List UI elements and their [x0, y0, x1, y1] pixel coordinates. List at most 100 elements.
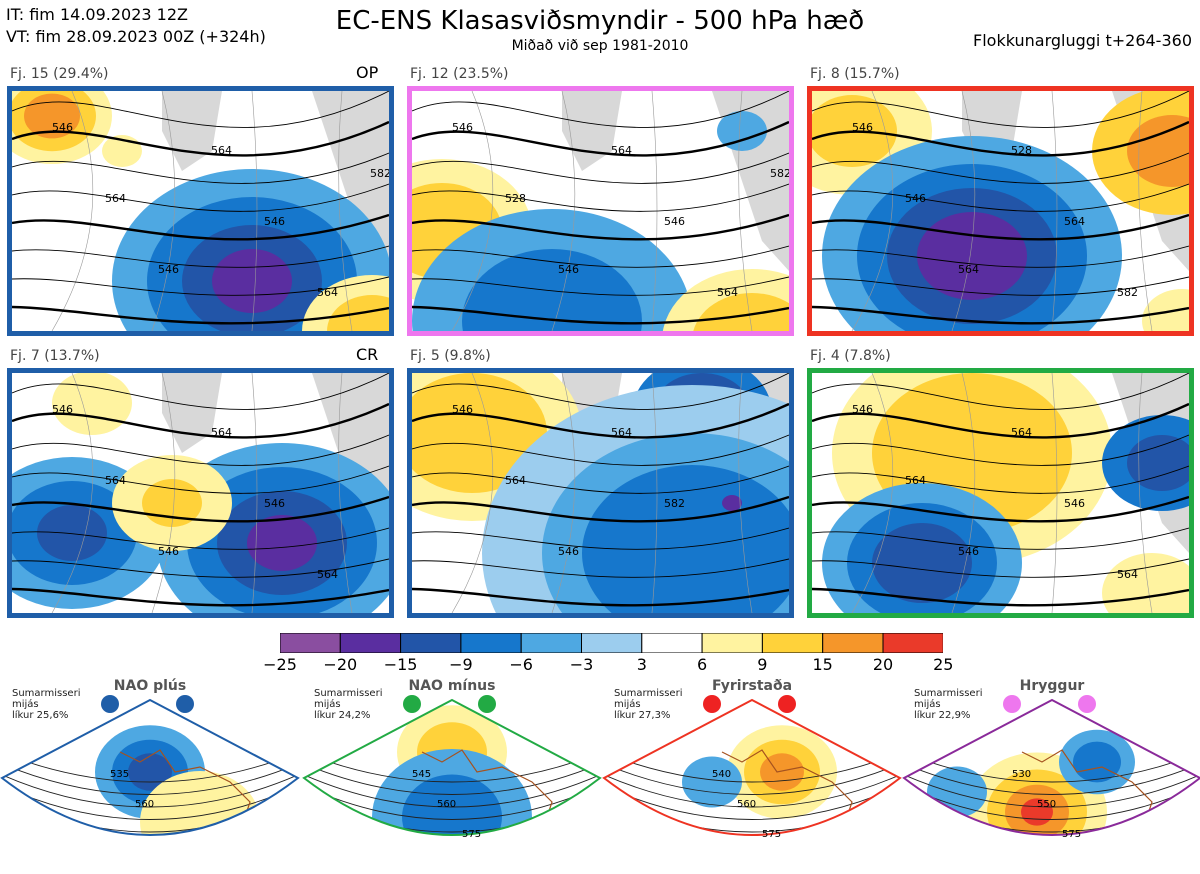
- height-contour: [12, 120, 389, 157]
- height-contour: [812, 495, 1189, 523]
- colorbar-swatch: [581, 632, 643, 654]
- contour-label: 564: [211, 426, 232, 439]
- regime-marker-dot: [176, 695, 194, 713]
- regime-anomaly: [402, 774, 502, 835]
- regime-anomaly: [128, 753, 172, 791]
- height-contour: [412, 91, 789, 128]
- regime-contour-label: 575: [462, 829, 481, 840]
- page-title: EC-ENS Klasasviðsmyndir - 500 hPa hæð: [335, 6, 865, 36]
- graticule-line: [551, 373, 576, 613]
- height-contour: [12, 152, 389, 184]
- graticule-line: [151, 373, 176, 613]
- anomaly-shading: [717, 111, 767, 151]
- graticule-line: [51, 91, 94, 331]
- graticule-line: [738, 373, 753, 613]
- height-contour: [12, 434, 389, 466]
- regime-outline: [0, 698, 300, 836]
- regime-marker-dot: [478, 695, 496, 713]
- regime-contour: [604, 773, 900, 808]
- anomaly-shading: [1127, 435, 1189, 491]
- height-contour: [12, 91, 389, 128]
- contour-label: 546: [452, 403, 473, 416]
- height-contour: [412, 152, 789, 184]
- height-contour: [12, 465, 389, 494]
- colorbar-tick-label: 15: [812, 655, 833, 674]
- colorbar-swatch: [641, 632, 703, 654]
- height-contour: [812, 558, 1189, 578]
- regime-contour: [302, 840, 602, 870]
- regime-note-line: Sumarmisseri: [914, 688, 983, 699]
- cluster-label: Fj. 12 (23.5%): [410, 66, 509, 82]
- contour-label: 528: [1011, 144, 1032, 157]
- regime-note: Sumarmisseri mijás líkur 22,9%: [914, 688, 982, 721]
- land-shading: [162, 91, 389, 271]
- regime-anomaly: [927, 766, 987, 818]
- regime-contour-label: 560: [135, 799, 154, 810]
- contour-label: 546: [664, 215, 685, 228]
- regime-contour: [904, 762, 1200, 795]
- regime-contour-label: 545: [412, 769, 431, 780]
- colorbar-tick-label: −15: [383, 655, 418, 674]
- cluster-map-svg: 546 564 546 564 546 564 582: [12, 91, 389, 331]
- contour-label: 564: [905, 474, 926, 487]
- colorbar-swatch: [520, 632, 582, 654]
- colorbar-tick-label: −6: [509, 655, 533, 674]
- regime-note-line: líkur 27,3%: [614, 710, 671, 721]
- colorbar-swatch: [279, 632, 341, 654]
- regime-contour-label: 575: [762, 829, 781, 840]
- contour-label: 546: [905, 192, 926, 205]
- cluster-map-1: 546 564 546 564 546 564 582: [7, 86, 394, 336]
- regime-contour: [2, 773, 298, 808]
- anomaly-shading: [1102, 553, 1189, 613]
- regime-note: Sumarmisseri mijás líkur 24,2%: [314, 688, 382, 721]
- regime-1: 535 560 NAO plús Sumarmisseri mijás líkur 25,…: [0, 678, 300, 870]
- regime-contour: [2, 762, 298, 795]
- regime-contour-label: 550: [1037, 799, 1056, 810]
- colorbar-tick-label: 3: [636, 655, 647, 674]
- regime-note-line: Sumarmisseri: [12, 688, 81, 699]
- colorbar-tick-label: 6: [697, 655, 708, 674]
- cluster-map-svg: 546 546 564 528 564 582: [812, 91, 1189, 331]
- height-contour: [812, 527, 1189, 550]
- regime-note-line: líkur 24,2%: [314, 710, 371, 721]
- regime-marker-dot: [703, 695, 721, 713]
- colorbar-tick-label: 9: [757, 655, 768, 674]
- regime-contour: [304, 773, 600, 808]
- regime-contour: [904, 751, 1200, 783]
- contour-label: 564: [958, 263, 979, 276]
- valid-time: VT: fim 28.09.2023 00Z (+324h): [6, 27, 266, 46]
- anomaly-shading: [693, 293, 789, 331]
- regime-contour: [304, 762, 600, 795]
- graticule-line: [1138, 373, 1153, 613]
- colorbar-swatch: [460, 632, 522, 654]
- graticule-line: [451, 373, 494, 613]
- height-contour: [812, 120, 1189, 157]
- land-shading: [162, 373, 389, 553]
- cluster-map-svg: 546 564 546 564 582: [412, 373, 789, 613]
- height-contour: [412, 495, 789, 523]
- regime-contour: [604, 751, 900, 783]
- header-info: IT: fim 14.09.2023 12Z VT: fim 28.09.202…: [6, 4, 266, 48]
- regime-note: Sumarmisseri mijás líkur 27,3%: [614, 688, 682, 721]
- contour-label: 546: [852, 121, 873, 134]
- height-contour: [812, 373, 1189, 410]
- cluster-map-svg: 546 564 546 564 546 564: [12, 373, 389, 613]
- colorbar-tick-label: −20: [323, 655, 358, 674]
- anomaly-shading: [247, 515, 317, 571]
- graticule-line: [738, 91, 753, 331]
- height-contour: [412, 245, 789, 268]
- colorbar-swatch: [701, 632, 763, 654]
- anomaly-shading: [1142, 289, 1189, 331]
- contour-label: 546: [264, 497, 285, 510]
- regime-note-line: mijás: [614, 699, 641, 710]
- page-subtitle: Miðað við sep 1981-2010: [511, 38, 689, 54]
- regime-contour-label: 560: [737, 799, 756, 810]
- regime-contour-label: 540: [712, 769, 731, 780]
- contour-label: 564: [105, 192, 126, 205]
- contour-label: 546: [52, 403, 73, 416]
- graticule-line: [851, 373, 894, 613]
- regime-fan-svg: 530 550 575: [902, 695, 1200, 840]
- cluster-map-svg: 546 564 546 564 546 564: [812, 373, 1189, 613]
- regime-contour: [2, 784, 298, 820]
- height-contour: [812, 245, 1189, 268]
